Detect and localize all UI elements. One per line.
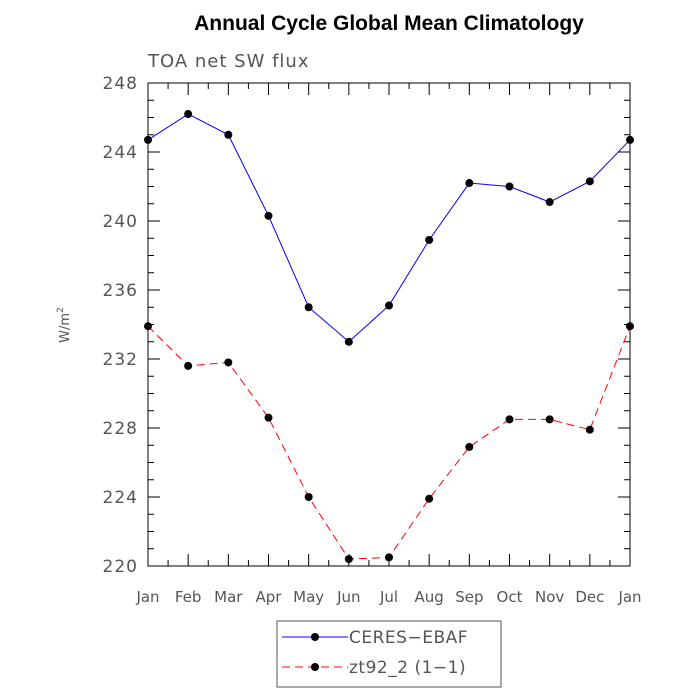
x-tick-label: Oct [497,588,523,606]
y-tick-label: 228 [103,419,138,439]
x-tick-label: Sep [455,588,483,606]
x-tick-label: Jul [379,588,398,606]
x-tick-label: May [293,588,324,606]
series-0-point [224,130,233,139]
series-0-point [144,135,152,144]
y-axis-label-exponent: 2 [56,307,66,313]
y-tick-label: 244 [103,143,138,163]
series-1-point [385,553,393,562]
series-1-point [505,415,514,424]
series-1-point [344,555,353,564]
y-tick-label: 220 [103,557,138,577]
series-0-point [385,301,393,310]
legend-label-ceres: CERES−EBAF [349,628,468,648]
y-tick-label: 248 [103,74,138,94]
x-tick-label: Dec [575,588,604,606]
series-0-point [304,303,313,312]
x-tick-label: Jan [135,588,159,606]
series-1-point [144,322,152,331]
series-1-point [264,413,273,422]
series-0-point [425,235,434,244]
series-0-point [344,337,353,346]
series-1-point [626,322,634,331]
series-1-point [184,361,193,370]
x-tick-label: Mar [214,588,243,606]
series-1-point [224,358,233,367]
legend: CERES−EBAF zt92_2 (1−1) [276,620,502,688]
x-tick-label: Feb [175,588,202,606]
y-tick-label: 240 [103,212,138,232]
y-tick-label: 232 [103,350,138,370]
series-0-point [585,177,594,186]
series-1-point [425,494,434,503]
series-0-point [505,182,514,191]
plot-frame [147,82,631,567]
legend-box [276,620,502,688]
legend-marker-ceres [311,633,319,641]
y-axis-label: W/m2 [56,307,73,343]
y-tick-label: 236 [103,281,138,301]
series-0-point [184,110,193,119]
x-tick-label: Nov [535,588,564,606]
x-tick-label: Jan [617,588,641,606]
chart-subtitle: TOA net SW flux [147,51,310,72]
x-tick-label: Jun [336,588,360,606]
legend-label-zt92: zt92_2 (1−1) [349,658,466,678]
series-0-point [465,179,474,188]
x-tick-label: Aug [415,588,444,606]
series-0-point [626,135,634,144]
series-1-point [465,442,474,451]
y-tick-label: 224 [103,488,138,508]
chart-title: Annual Cycle Global Mean Climatology [194,12,584,35]
series-0-point [545,198,554,207]
x-tick-label: Apr [256,588,283,606]
series-1-point [304,493,313,501]
series-1-point [545,415,554,424]
series-0-point [264,211,273,220]
series-line-1 [147,325,631,560]
series-1-point [585,425,594,434]
y-axis-label-unit: W/m [58,313,73,343]
legend-marker-zt92 [311,663,319,671]
